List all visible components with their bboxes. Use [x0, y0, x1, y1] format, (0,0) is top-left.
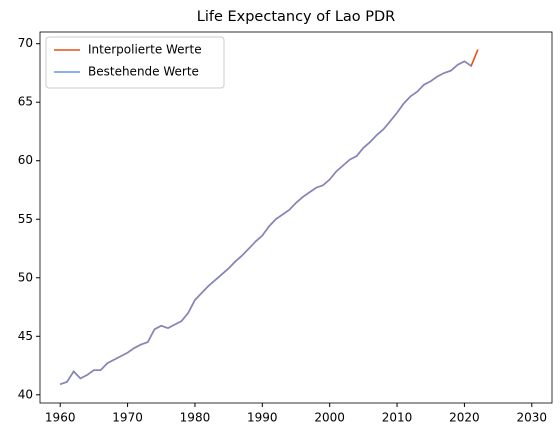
x-tick-label: 1970	[112, 411, 143, 425]
y-tick-label: 65	[18, 95, 33, 109]
y-tick-label: 40	[18, 387, 33, 401]
x-tick-label: 2000	[314, 411, 345, 425]
line-series	[59, 60, 472, 386]
y-tick-label: 45	[18, 329, 33, 343]
x-tick-label: 1980	[180, 411, 211, 425]
x-tick-label: 2010	[382, 411, 413, 425]
x-tick-label: 2020	[449, 411, 480, 425]
y-tick-label: 50	[18, 270, 33, 284]
y-tick-label: 70	[18, 36, 33, 50]
legend-box	[45, 36, 225, 89]
x-tick-label: 1960	[45, 411, 76, 425]
y-tick-label: 60	[18, 153, 33, 167]
legend-label: Bestehende Werte	[88, 65, 199, 79]
x-tick-label: 2030	[517, 411, 548, 425]
plot-frame	[39, 31, 553, 404]
y-tick-label: 55	[18, 212, 33, 226]
chart-title: Life Expectancy of Lao PDR	[197, 9, 396, 25]
legend-label: Interpolierte Werte	[88, 43, 202, 57]
x-tick-label: 1990	[247, 411, 278, 425]
